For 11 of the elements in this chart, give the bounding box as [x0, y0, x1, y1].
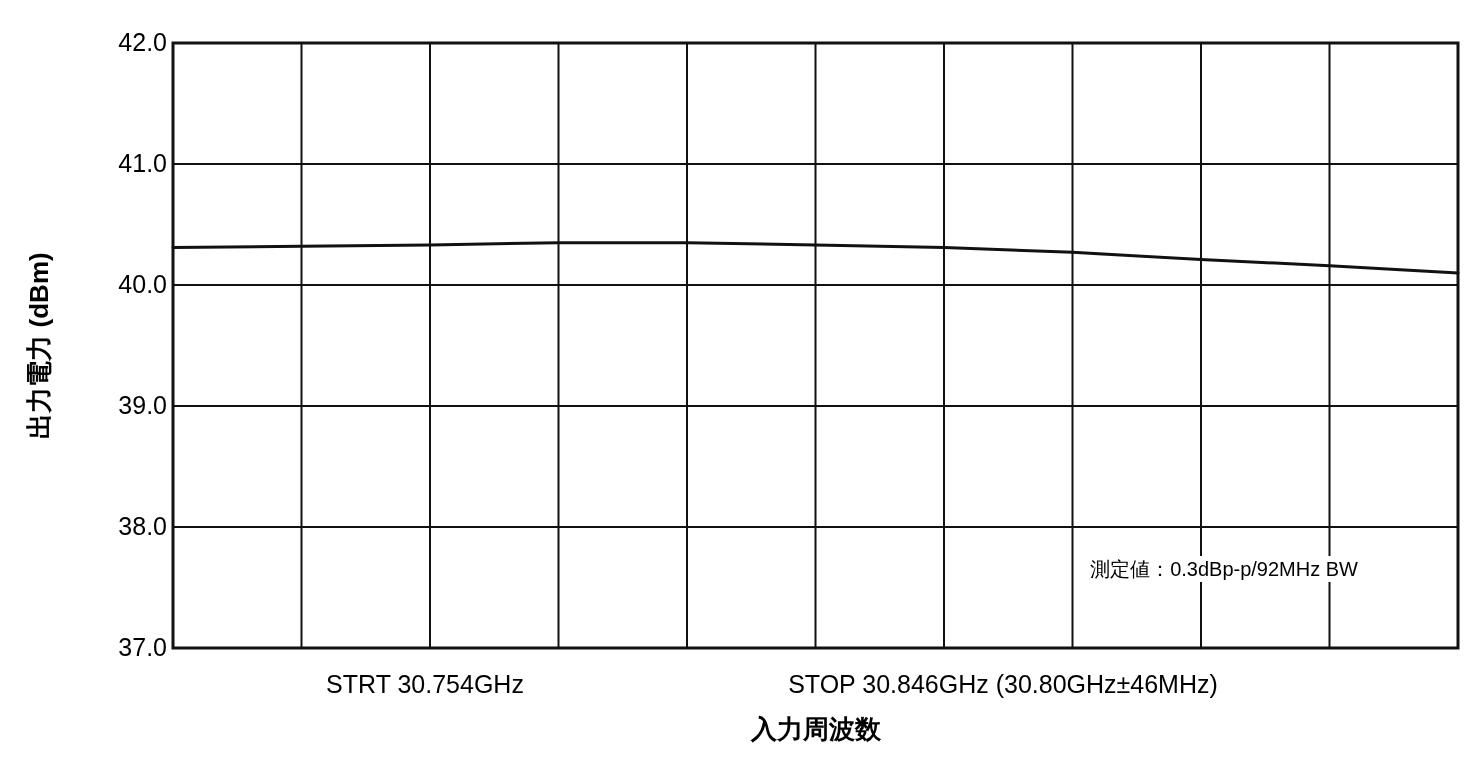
x-axis-title: 入力周波数 [749, 714, 882, 744]
text: STRT 30.754GHz [326, 670, 524, 698]
y-tick-label: 37.0 [118, 633, 167, 661]
annotation: 測定値：0.3dBp-p/92MHz BW [1090, 558, 1359, 580]
y-tick-label: 41.0 [118, 149, 167, 177]
y-tick-label: 40.0 [118, 270, 167, 298]
text: STOP 30.846GHz (30.80GHz±46MHz) [788, 670, 1218, 698]
y-tick-label: 42.0 [118, 28, 167, 56]
y-tick-label: 39.0 [118, 391, 167, 419]
y-axis-title: 出力電力 (dBm) [24, 252, 54, 439]
y-tick-label: 38.0 [118, 512, 167, 540]
